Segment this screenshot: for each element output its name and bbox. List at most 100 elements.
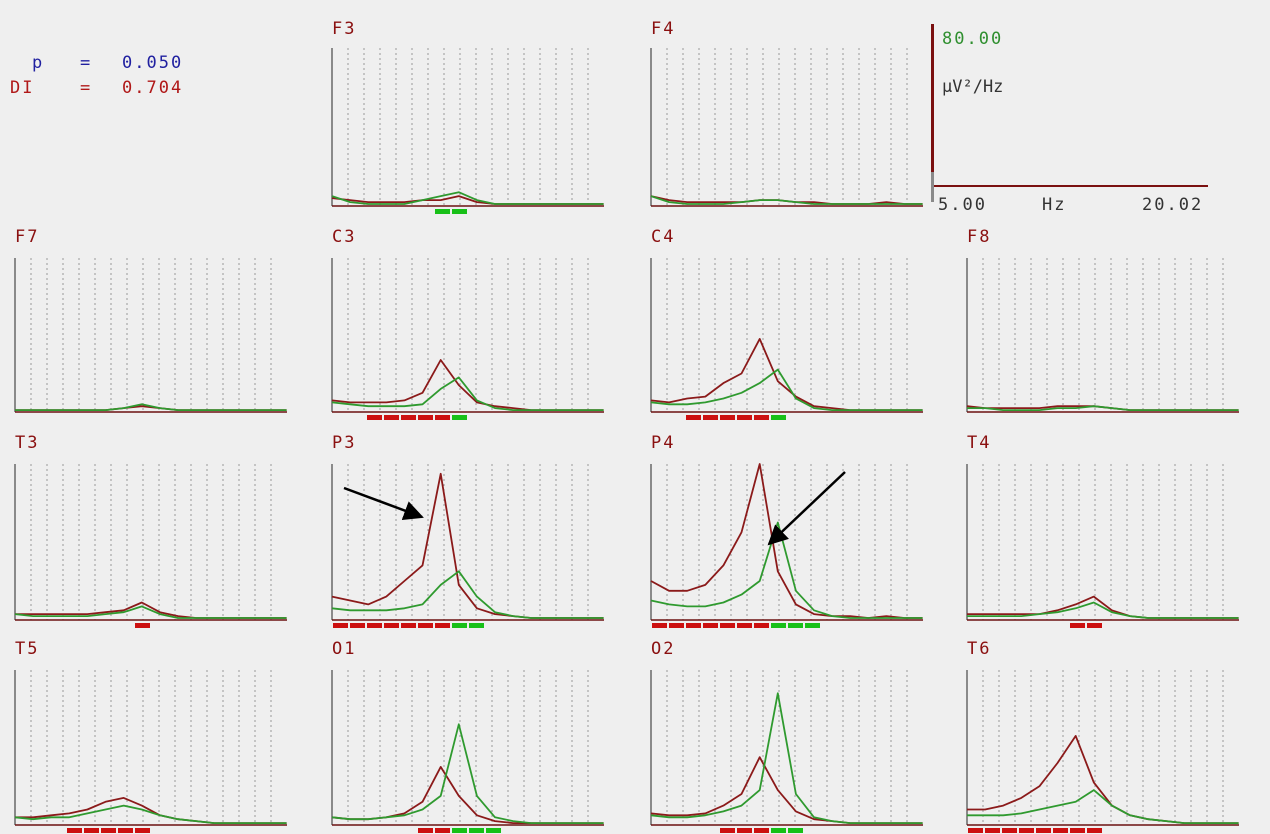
series-a-line (650, 195, 923, 205)
scale-x-unit: Hz (1042, 195, 1066, 215)
significance-mark (418, 828, 433, 833)
significance-mark (720, 415, 735, 420)
series-a-line (967, 735, 1239, 824)
series-b-line (650, 368, 923, 412)
significance-mark (1087, 623, 1102, 628)
series-b-line (650, 195, 923, 205)
panel-label-t6: T6 (967, 639, 991, 659)
panel-label-t4: T4 (967, 433, 991, 453)
panel-label-c4: C4 (651, 227, 675, 247)
series-a-line (15, 797, 287, 824)
significance-mark (737, 828, 752, 833)
panel-t4: T4 (966, 433, 1239, 628)
significance-mark (384, 415, 399, 420)
panel-label-p4: P4 (651, 433, 675, 453)
significance-mark (350, 623, 365, 628)
panel-label-t3: T3 (15, 433, 39, 453)
significance-mark (435, 623, 450, 628)
significance-mark (1070, 623, 1085, 628)
significance-mark (452, 623, 467, 628)
significance-mark (1087, 828, 1102, 833)
panel-label-o2: O2 (651, 639, 675, 659)
arrow-p3-peak (343, 486, 424, 521)
significance-mark (435, 209, 450, 214)
significance-mark (435, 415, 450, 420)
significance-mark (333, 623, 348, 628)
panel-t5: T5 (14, 639, 287, 833)
significance-mark (788, 828, 803, 833)
p-value: 0.050 (122, 53, 183, 73)
scale-x-max: 20.02 (1142, 195, 1203, 215)
significance-mark (720, 828, 735, 833)
significance-mark (101, 828, 116, 833)
scale-max-value: 80.00 (942, 29, 1003, 49)
significance-mark (652, 623, 667, 628)
significance-mark (703, 623, 718, 628)
panel-f3: F3 (331, 19, 604, 214)
significance-mark (469, 828, 484, 833)
significance-mark (703, 415, 718, 420)
significance-mark (469, 623, 484, 628)
series-a-line (331, 359, 604, 412)
significance-mark (754, 828, 769, 833)
panel-o2: O2 (650, 639, 923, 833)
series-a-line (331, 195, 604, 205)
significance-mark (135, 623, 150, 628)
series-b-line (967, 789, 1239, 824)
significance-mark (805, 623, 820, 628)
panel-label-f3: F3 (332, 19, 356, 39)
significance-mark (1070, 828, 1085, 833)
significance-mark (1002, 828, 1017, 833)
series-b-line (331, 570, 604, 619)
panel-label-o1: O1 (332, 639, 356, 659)
significance-mark (754, 623, 769, 628)
series-a-line (650, 337, 923, 412)
significance-mark (737, 623, 752, 628)
significance-mark (84, 828, 99, 833)
scale-unit: µV²/Hz (942, 77, 1003, 97)
significance-mark (418, 415, 433, 420)
significance-mark (418, 623, 433, 628)
series-b-line (650, 521, 923, 619)
series-b-line (15, 403, 287, 412)
significance-mark (771, 828, 786, 833)
significance-mark (720, 623, 735, 628)
di-label: DI (10, 78, 34, 98)
series-a-line (650, 756, 923, 824)
di-equals: = (80, 78, 92, 98)
series-b-line (967, 601, 1239, 619)
significance-mark (67, 828, 82, 833)
significance-mark (754, 415, 769, 420)
panel-t6: T6 (966, 639, 1239, 833)
panel-p4: P4 (650, 433, 923, 628)
significance-mark (435, 828, 450, 833)
significance-mark (1019, 828, 1034, 833)
p-equals: = (80, 53, 92, 73)
panel-c3: C3 (331, 227, 604, 420)
scale-x-min: 5.00 (938, 195, 987, 215)
series-b-line (331, 376, 604, 412)
significance-mark (1036, 828, 1051, 833)
significance-mark (401, 415, 416, 420)
statistics-readout: p = 0.050 DI = 0.704 (10, 53, 183, 98)
panel-t3: T3 (14, 433, 287, 628)
di-value: 0.704 (122, 78, 183, 98)
significance-mark (788, 623, 803, 628)
panel-f8: F8 (966, 227, 1239, 413)
panel-label-f8: F8 (967, 227, 991, 247)
series-b-line (14, 804, 287, 824)
significance-mark (669, 623, 684, 628)
panel-label-p3: P3 (332, 433, 356, 453)
significance-mark (486, 828, 501, 833)
significance-mark (135, 828, 150, 833)
significance-mark (452, 828, 467, 833)
significance-mark (737, 415, 752, 420)
significance-mark (686, 415, 701, 420)
series-a-line (331, 766, 604, 824)
significance-mark (686, 623, 701, 628)
series-b-line (650, 692, 923, 824)
significance-mark (401, 623, 416, 628)
scale-legend: 80.00 µV²/Hz 5.00 Hz 20.02 (931, 24, 1208, 215)
panel-f7: F7 (14, 227, 287, 413)
